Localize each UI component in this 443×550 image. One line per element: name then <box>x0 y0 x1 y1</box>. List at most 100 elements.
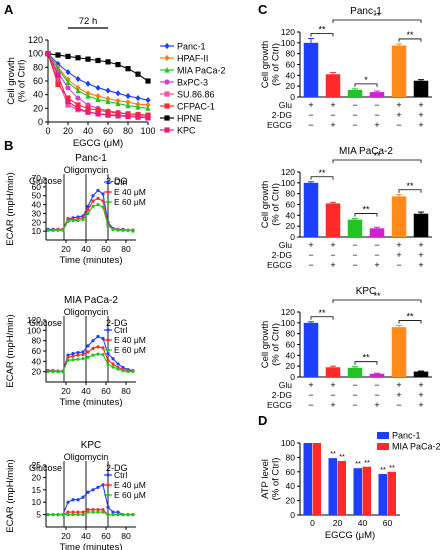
y-tick-label: 40 <box>286 210 296 220</box>
x-axis-title: EGCG (μM) <box>325 530 375 541</box>
x-tick-label: 60 <box>103 126 113 136</box>
bar <box>347 219 363 237</box>
bar <box>303 182 319 237</box>
panel-label-a: A <box>4 2 14 17</box>
data-point <box>95 96 101 103</box>
data-point <box>145 112 151 118</box>
y-axis-title: ECAR (mpH/min) <box>5 314 16 387</box>
x-tick-label: 80 <box>121 531 131 541</box>
data-point <box>106 358 110 362</box>
condition-row-label: Glu <box>279 100 293 110</box>
data-point <box>76 357 80 361</box>
condition-mark: + <box>396 240 401 250</box>
legend-marker <box>106 483 110 487</box>
data-point <box>91 204 95 208</box>
legend-marker <box>164 79 170 85</box>
condition-mark: − <box>330 250 335 260</box>
x-axis-title: Time (minutes) <box>60 255 123 266</box>
data-point <box>56 370 60 374</box>
x-tick-label: 80 <box>121 386 131 396</box>
data-point <box>96 202 100 207</box>
condition-mark: − <box>352 240 357 250</box>
significance-label: ** <box>318 25 326 35</box>
significance-bracket <box>398 38 422 42</box>
data-point <box>75 105 81 111</box>
condition-mark: − <box>308 120 313 130</box>
significance-label: ** <box>389 463 395 472</box>
y-axis-title-group: Cell growth (% of Ctrl) <box>6 57 28 105</box>
data-point <box>71 351 75 356</box>
y-tick-label: 25 <box>32 460 42 470</box>
data-point <box>51 228 55 232</box>
data-point <box>95 92 101 100</box>
data-point <box>86 510 90 514</box>
condition-mark: + <box>418 120 423 130</box>
y-tick-label: 0 <box>290 232 295 242</box>
event-label: Oligomycin <box>64 452 109 462</box>
condition-mark: + <box>308 100 313 110</box>
bar <box>325 367 341 377</box>
bar <box>303 322 319 377</box>
legend-label: E 60 μM <box>114 345 146 355</box>
y-axis-title: Cell growth <box>260 321 271 369</box>
data-point <box>65 53 71 59</box>
data-point <box>96 485 100 489</box>
legend-marker <box>106 473 110 477</box>
condition-row-label: 2-DG <box>272 110 292 120</box>
y-axis-title-group: Cell growth (% of Ctrl) <box>260 321 282 369</box>
data-point <box>116 362 120 366</box>
data-point <box>105 87 111 94</box>
legend-swatch <box>377 443 389 450</box>
legend-label: E 40 μM <box>114 187 146 197</box>
data-point <box>65 69 71 76</box>
data-point <box>105 98 111 105</box>
data-point <box>125 111 131 117</box>
data-point <box>56 228 60 232</box>
data-point <box>81 513 85 517</box>
y-tick-label: 80 <box>286 189 296 199</box>
bar <box>369 92 385 97</box>
y-tick-label: 100 <box>281 178 295 188</box>
y-axis-title: (% of Ctrl) <box>271 323 282 366</box>
data-point <box>105 109 111 115</box>
bar <box>312 443 321 515</box>
data-point <box>81 353 85 357</box>
data-point <box>85 80 91 87</box>
condition-mark: + <box>418 250 423 260</box>
legend-marker <box>106 180 110 184</box>
significance-bracket <box>310 33 334 37</box>
legend-marker <box>106 328 110 332</box>
y-axis-title: Cell growth <box>260 181 271 229</box>
y-axis-title-group: Cell growth (% of Ctrl) <box>260 181 282 229</box>
x-tick-label: 80 <box>123 126 133 136</box>
data-point <box>135 71 141 77</box>
legend-label: Panc-1 <box>177 42 206 52</box>
legend-label: Ctrl <box>114 177 127 187</box>
data-point <box>135 114 141 120</box>
y-axis-title: (% of Ctrl) <box>271 43 282 86</box>
condition-mark: + <box>418 110 423 120</box>
y-tick-label: 80 <box>286 452 296 462</box>
x-axis-title: EGCG (μM) <box>73 138 123 149</box>
data-point <box>106 362 110 367</box>
data-point <box>131 229 135 233</box>
y-axis-title-group: ECAR (mpH/min) <box>5 314 16 387</box>
data-point <box>45 51 51 57</box>
condition-row-label: 2-DG <box>272 390 292 400</box>
data-point <box>86 355 90 359</box>
data-point <box>131 513 135 517</box>
data-point <box>86 208 90 212</box>
data-point <box>106 505 110 509</box>
y-tick-label: 0 <box>290 372 295 382</box>
data-point <box>61 513 65 517</box>
data-point <box>55 72 61 79</box>
condition-row-label: EGCG <box>267 120 292 130</box>
condition-mark: + <box>396 100 401 110</box>
legend-label: SU.86.86 <box>177 90 215 100</box>
data-point <box>96 196 100 200</box>
condition-row-label: EGCG <box>267 400 292 410</box>
event-label: 2-DG <box>106 463 128 473</box>
data-point <box>96 352 100 356</box>
data-point <box>115 90 121 97</box>
